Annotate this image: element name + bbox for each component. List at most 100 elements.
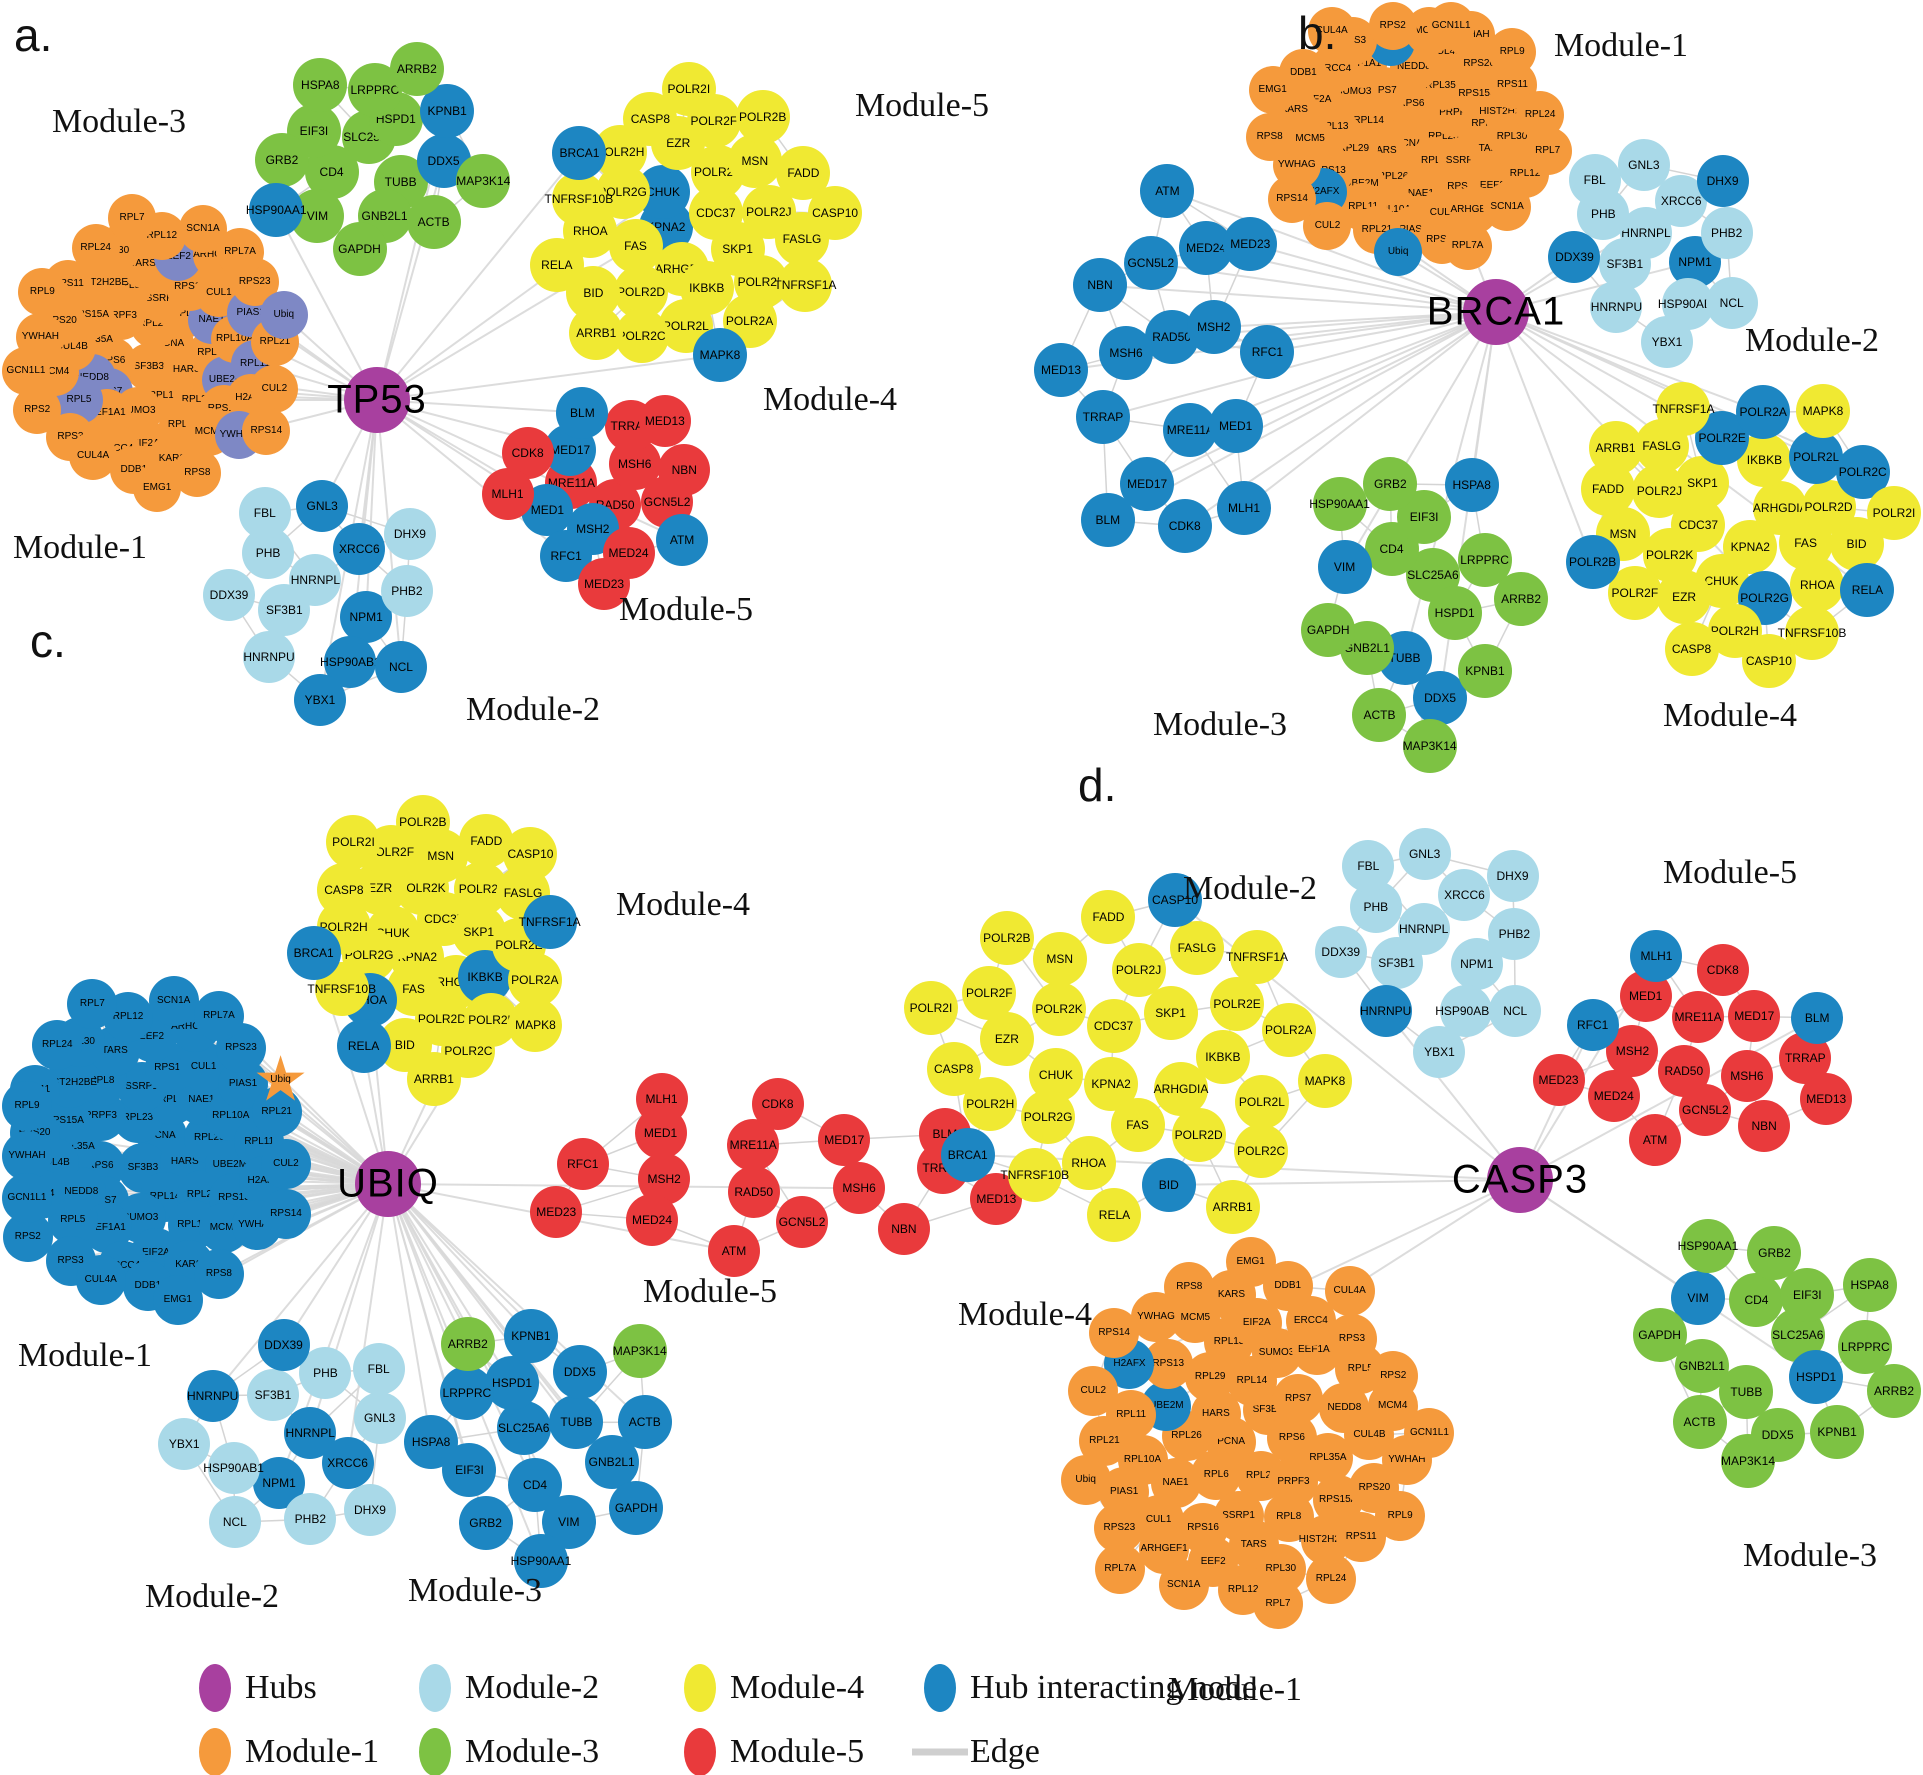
node-BRCA1[interactable]: BRCA1 — [940, 1127, 995, 1182]
node-MED24[interactable]: MED24 — [1179, 221, 1234, 276]
node-ARRB2[interactable]: ARRB2 — [1867, 1363, 1921, 1418]
hub-node-TP53[interactable] — [344, 367, 410, 433]
node-NPM1[interactable]: NPM1 — [253, 1457, 306, 1510]
node-XRCC6[interactable]: XRCC6 — [321, 1436, 374, 1489]
node-ARRB1[interactable]: ARRB1 — [1205, 1180, 1260, 1235]
node-DHX9[interactable]: DHX9 — [383, 508, 436, 561]
node-GAPDH[interactable]: GAPDH — [1301, 603, 1356, 658]
node-VIM[interactable]: VIM — [541, 1495, 596, 1549]
node-GRB2[interactable]: GRB2 — [458, 1496, 513, 1551]
hub-node-BRCA1[interactable] — [1463, 279, 1529, 345]
node-RELA[interactable]: RELA — [1840, 563, 1895, 618]
node-SCN1A[interactable]: SCN1A — [1158, 1559, 1209, 1610]
node-GCN1L1[interactable]: GCN1L1 — [1404, 1407, 1455, 1458]
node-POLR2C[interactable]: POLR2C — [1234, 1123, 1289, 1178]
node-RPS8[interactable]: RPS8 — [193, 1249, 244, 1300]
node-HSP90AA1[interactable]: HSP90AA1 — [246, 183, 307, 238]
node-GCN1L1[interactable]: GCN1L1 — [2, 347, 50, 396]
node-XRCC6[interactable]: XRCC6 — [333, 523, 386, 576]
node-RELA[interactable]: RELA — [1087, 1187, 1142, 1242]
node-HSP90AB1[interactable]: HSP90AB1 — [203, 1441, 264, 1494]
node-Ubiq[interactable]: Ubiq — [259, 291, 308, 340]
node-POLR2L[interactable]: POLR2L — [1234, 1075, 1289, 1130]
node-GCN5L2[interactable]: GCN5L2 — [1679, 1083, 1732, 1136]
node-HNRNPL[interactable]: HNRNPL — [1397, 903, 1450, 956]
node-POLR2B[interactable]: POLR2B — [735, 90, 790, 145]
node-VIM[interactable]: VIM — [1317, 540, 1372, 595]
node-FAS[interactable]: FAS — [1110, 1097, 1165, 1152]
node-YBX1[interactable]: YBX1 — [294, 674, 346, 727]
node-POLR2F[interactable]: POLR2F — [962, 965, 1017, 1020]
node-POLR2I[interactable]: POLR2I — [903, 980, 958, 1035]
node-POLR2J[interactable]: POLR2J — [1111, 942, 1166, 997]
node-SCN1A[interactable]: SCN1A — [1483, 182, 1532, 231]
node-RPS2[interactable]: RPS2 — [1368, 2, 1417, 50]
node-MAP3K14[interactable]: MAP3K14 — [613, 1324, 667, 1379]
node-MED17[interactable]: MED17 — [818, 1113, 871, 1166]
node-XRCC6[interactable]: XRCC6 — [1438, 869, 1491, 922]
node-MAPK8[interactable]: MAPK8 — [692, 328, 747, 383]
node-MLH1[interactable]: MLH1 — [635, 1073, 688, 1126]
node-FBL[interactable]: FBL — [1568, 153, 1621, 206]
node-ARRB1[interactable]: ARRB1 — [1588, 421, 1643, 476]
node-MED23[interactable]: MED23 — [1532, 1054, 1585, 1107]
node-NCL[interactable]: NCL — [1705, 276, 1758, 329]
node-ACTB[interactable]: ACTB — [1672, 1394, 1727, 1449]
node-ATM[interactable]: ATM — [708, 1225, 761, 1278]
node-RPS8[interactable]: RPS8 — [1245, 112, 1294, 161]
node-EMG1[interactable]: EMG1 — [1248, 66, 1297, 115]
node-CUL4A[interactable]: CUL4A — [1307, 7, 1356, 56]
node-GNL3[interactable]: GNL3 — [296, 479, 349, 532]
node-MRE11A[interactable]: MRE11A — [1672, 990, 1725, 1043]
node-RPL7[interactable]: RPL7 — [67, 978, 118, 1029]
node-MSH2[interactable]: MSH2 — [1186, 300, 1241, 355]
node-CASP10[interactable]: CASP10 — [808, 186, 863, 241]
node-KPNB1[interactable]: KPNB1 — [503, 1308, 558, 1363]
node-RPL7[interactable]: RPL7 — [1523, 126, 1572, 175]
node-CD4[interactable]: CD4 — [1729, 1273, 1784, 1328]
node-HSP90AA1[interactable]: HSP90AA1 — [511, 1533, 571, 1588]
node-POLR2D[interactable]: POLR2D — [1171, 1107, 1226, 1162]
node-RPS14[interactable]: RPS14 — [261, 1188, 312, 1239]
node-CUL2[interactable]: CUL2 — [260, 1138, 311, 1189]
node-TNFRSF10B[interactable]: TNFRSF10B — [1000, 1148, 1069, 1203]
node-MED17[interactable]: MED17 — [1728, 990, 1781, 1043]
node-EMG1[interactable]: EMG1 — [1225, 1237, 1276, 1288]
node-POLR2I[interactable]: POLR2I — [326, 815, 381, 870]
node-GAPDH[interactable]: GAPDH — [1632, 1308, 1687, 1363]
node-CDK8[interactable]: CDK8 — [501, 426, 554, 479]
node-RPS2[interactable]: RPS2 — [1368, 1351, 1419, 1402]
node-TNFRSF1A[interactable]: TNFRSF1A — [1652, 381, 1714, 436]
node-FAS[interactable]: FAS — [608, 218, 663, 273]
node-SKP1[interactable]: SKP1 — [1143, 986, 1198, 1041]
node-MRE11A[interactable]: MRE11A — [727, 1119, 780, 1172]
node-DDX39[interactable]: DDX39 — [1548, 230, 1601, 283]
node-CASP10[interactable]: CASP10 — [503, 826, 558, 881]
node-POLR2B[interactable]: POLR2B — [395, 794, 450, 849]
node-NCL[interactable]: NCL — [374, 640, 427, 693]
node-MSH6[interactable]: MSH6 — [1720, 1049, 1773, 1102]
node-RPL9[interactable]: RPL9 — [1488, 27, 1537, 76]
node-GCN5L2[interactable]: GCN5L2 — [776, 1195, 829, 1248]
node-CASP8[interactable]: CASP8 — [926, 1042, 981, 1097]
node-GCN1L1[interactable]: GCN1L1 — [2, 1172, 52, 1223]
node-HNRNPU[interactable]: HNRNPU — [186, 1369, 239, 1422]
node-SLC25A6[interactable]: SLC25A6 — [496, 1400, 551, 1455]
node-DHX9[interactable]: DHX9 — [343, 1483, 396, 1536]
node-POLR2A[interactable]: POLR2A — [1736, 385, 1791, 440]
node-RPS14[interactable]: RPS14 — [1089, 1308, 1140, 1359]
node-EZR[interactable]: EZR — [1657, 570, 1712, 625]
node-POLR2G[interactable]: POLR2G — [1021, 1090, 1076, 1145]
node-HSP90AA1[interactable]: HSP90AA1 — [1309, 476, 1370, 531]
node-GRB2[interactable]: GRB2 — [1363, 456, 1418, 511]
node-RPL7[interactable]: RPL7 — [108, 194, 157, 243]
node-CASP10[interactable]: CASP10 — [1148, 873, 1202, 927]
node-BLM[interactable]: BLM — [1791, 991, 1844, 1044]
node-ARRB1[interactable]: ARRB1 — [569, 306, 624, 361]
node-MED24[interactable]: MED24 — [1587, 1070, 1640, 1123]
node-NBN[interactable]: NBN — [658, 444, 711, 497]
node-MAP3K14[interactable]: MAP3K14 — [1403, 718, 1457, 773]
node-RPL9[interactable]: RPL9 — [18, 267, 67, 316]
node-RPL7A[interactable]: RPL7A — [1095, 1543, 1146, 1594]
node-ATM[interactable]: ATM — [656, 514, 709, 567]
